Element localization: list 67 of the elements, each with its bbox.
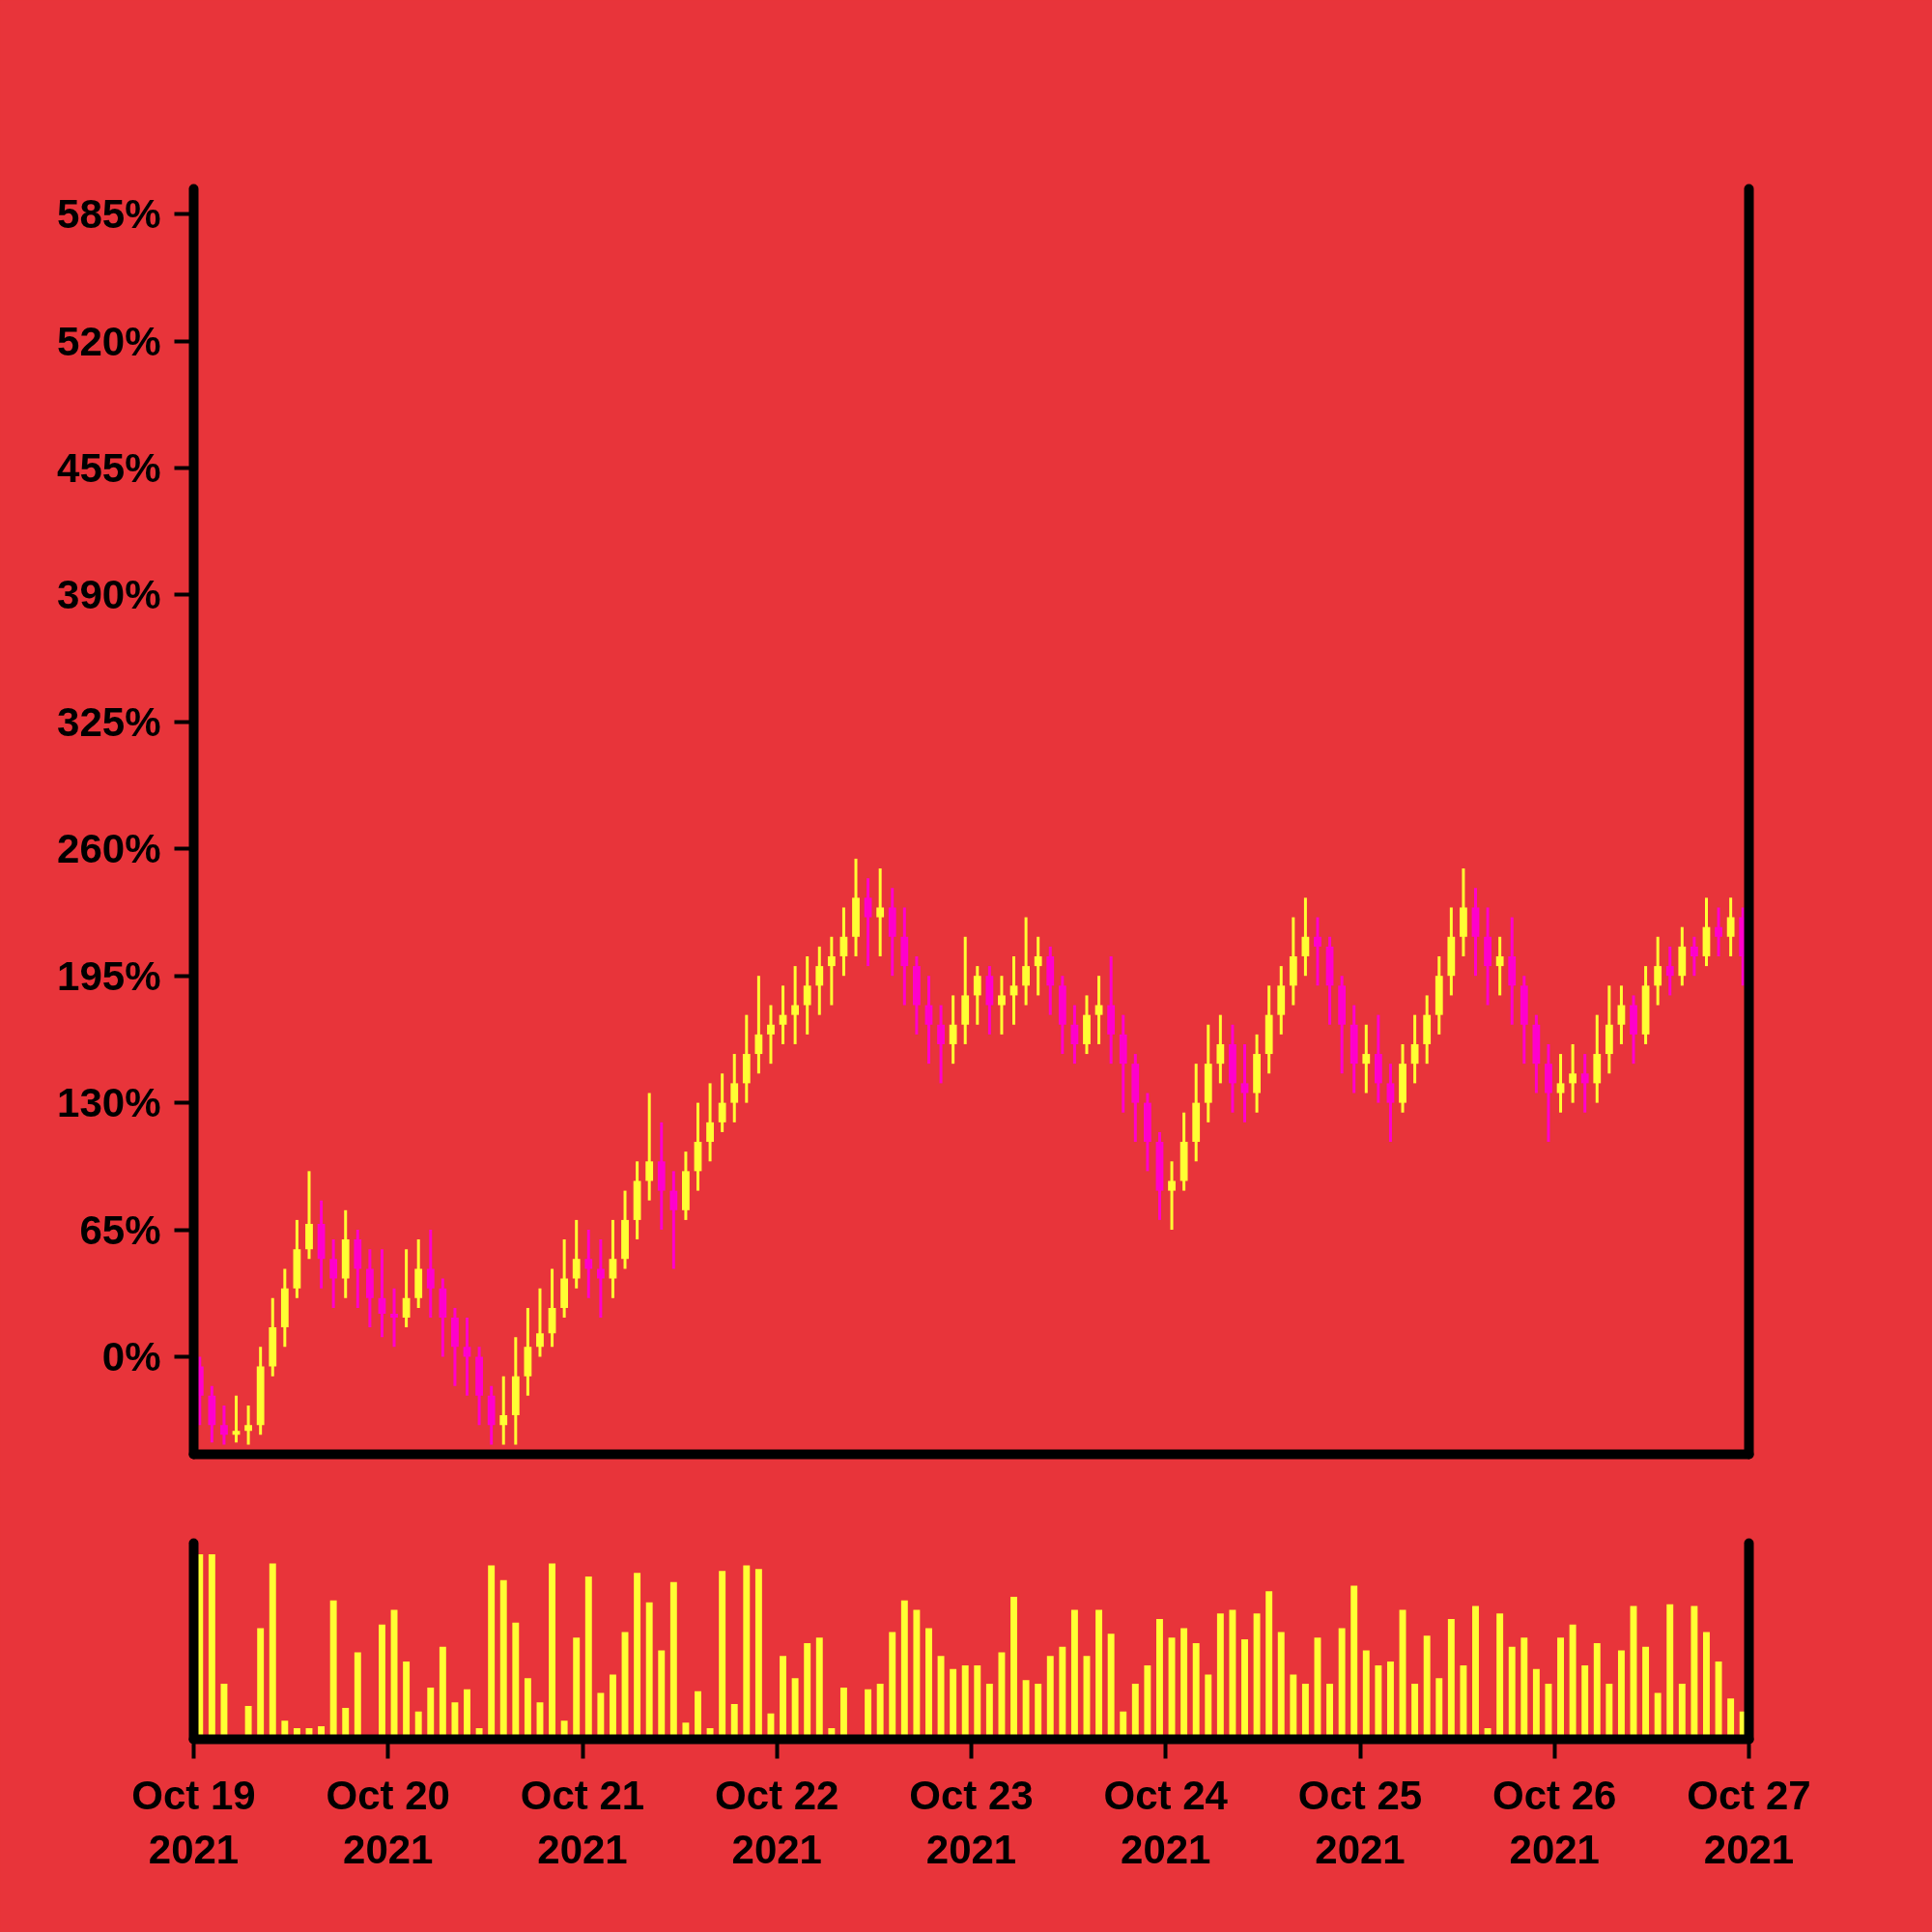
y-tick-label: 130% — [57, 1080, 161, 1126]
candlestick — [1580, 1054, 1589, 1113]
candlestick — [536, 1288, 544, 1357]
x-tick-label: Oct 25 2021 — [1297, 1772, 1423, 1872]
candlestick — [1410, 1014, 1419, 1084]
candlestick — [390, 1288, 398, 1348]
candlestick — [572, 1218, 581, 1289]
candlestick — [937, 1005, 945, 1084]
candlestick — [864, 878, 872, 968]
candlestick — [815, 945, 824, 1015]
x-tick-label: Oct 26 2021 — [1492, 1772, 1617, 1872]
candlestick — [730, 1054, 739, 1122]
candlestick — [767, 1005, 775, 1065]
candlestick — [1022, 917, 1030, 1006]
candlestick — [596, 1239, 605, 1318]
candlestick — [973, 966, 981, 1025]
candlestick — [1654, 935, 1662, 1006]
candlestick — [1665, 945, 1674, 996]
candlestick — [1034, 935, 1042, 996]
candlestick — [244, 1405, 252, 1445]
candlestick — [718, 1073, 726, 1132]
candlestick — [754, 976, 763, 1074]
x-tick-label: Oct 22 2021 — [715, 1772, 839, 1872]
y-tick-label: 585% — [57, 191, 161, 238]
candlestick — [1690, 935, 1698, 978]
y-tick-label: 455% — [57, 445, 161, 492]
candlestick — [827, 935, 836, 1006]
candlestick — [609, 1218, 617, 1298]
x-tick-label: Oct 19 2021 — [131, 1772, 256, 1872]
y-tick-label: 260% — [57, 826, 161, 872]
candlestick — [669, 1171, 678, 1269]
candlestick — [1216, 1014, 1225, 1084]
candlestick — [1301, 897, 1310, 978]
candlestick — [791, 966, 800, 1044]
candlestick — [876, 868, 885, 956]
candlestick — [426, 1230, 435, 1318]
candlestick — [998, 976, 1006, 1035]
x-tick-label: Oct 27 2021 — [1687, 1772, 1811, 1872]
x-tick-label: Oct 20 2021 — [326, 1772, 450, 1872]
candlestick — [1362, 1024, 1371, 1094]
candlestick — [220, 1405, 228, 1445]
candlestick — [1240, 1043, 1249, 1122]
candlestick — [329, 1239, 338, 1308]
candlestick — [1314, 917, 1321, 986]
candlestick — [402, 1249, 411, 1328]
candlestick — [1715, 907, 1722, 956]
x-tick-label: Oct 21 2021 — [520, 1772, 645, 1872]
candlestick — [1726, 897, 1735, 956]
x-tick-label: Oct 23 2021 — [909, 1772, 1034, 1872]
candlestick — [499, 1376, 508, 1445]
candlestick — [706, 1083, 714, 1162]
candlestick — [803, 955, 811, 1035]
y-tick-label: 520% — [57, 318, 161, 364]
candlestick — [645, 1093, 654, 1201]
candlestick — [1569, 1042, 1577, 1103]
candlestick — [949, 995, 957, 1065]
y-tick-label: 0% — [101, 1333, 161, 1379]
y-tick-label: 195% — [57, 952, 161, 999]
candlestick — [1386, 1064, 1395, 1144]
candlestick — [1495, 935, 1504, 996]
candlestick — [1168, 1161, 1176, 1231]
y-tick-label: 390% — [57, 572, 161, 618]
candlestick — [584, 1230, 593, 1298]
x-tick-label: Oct 24 2021 — [1103, 1772, 1229, 1872]
candlestick — [1556, 1054, 1565, 1113]
y-tick-label: 325% — [57, 698, 161, 745]
y-tick-label: 65% — [79, 1207, 161, 1253]
